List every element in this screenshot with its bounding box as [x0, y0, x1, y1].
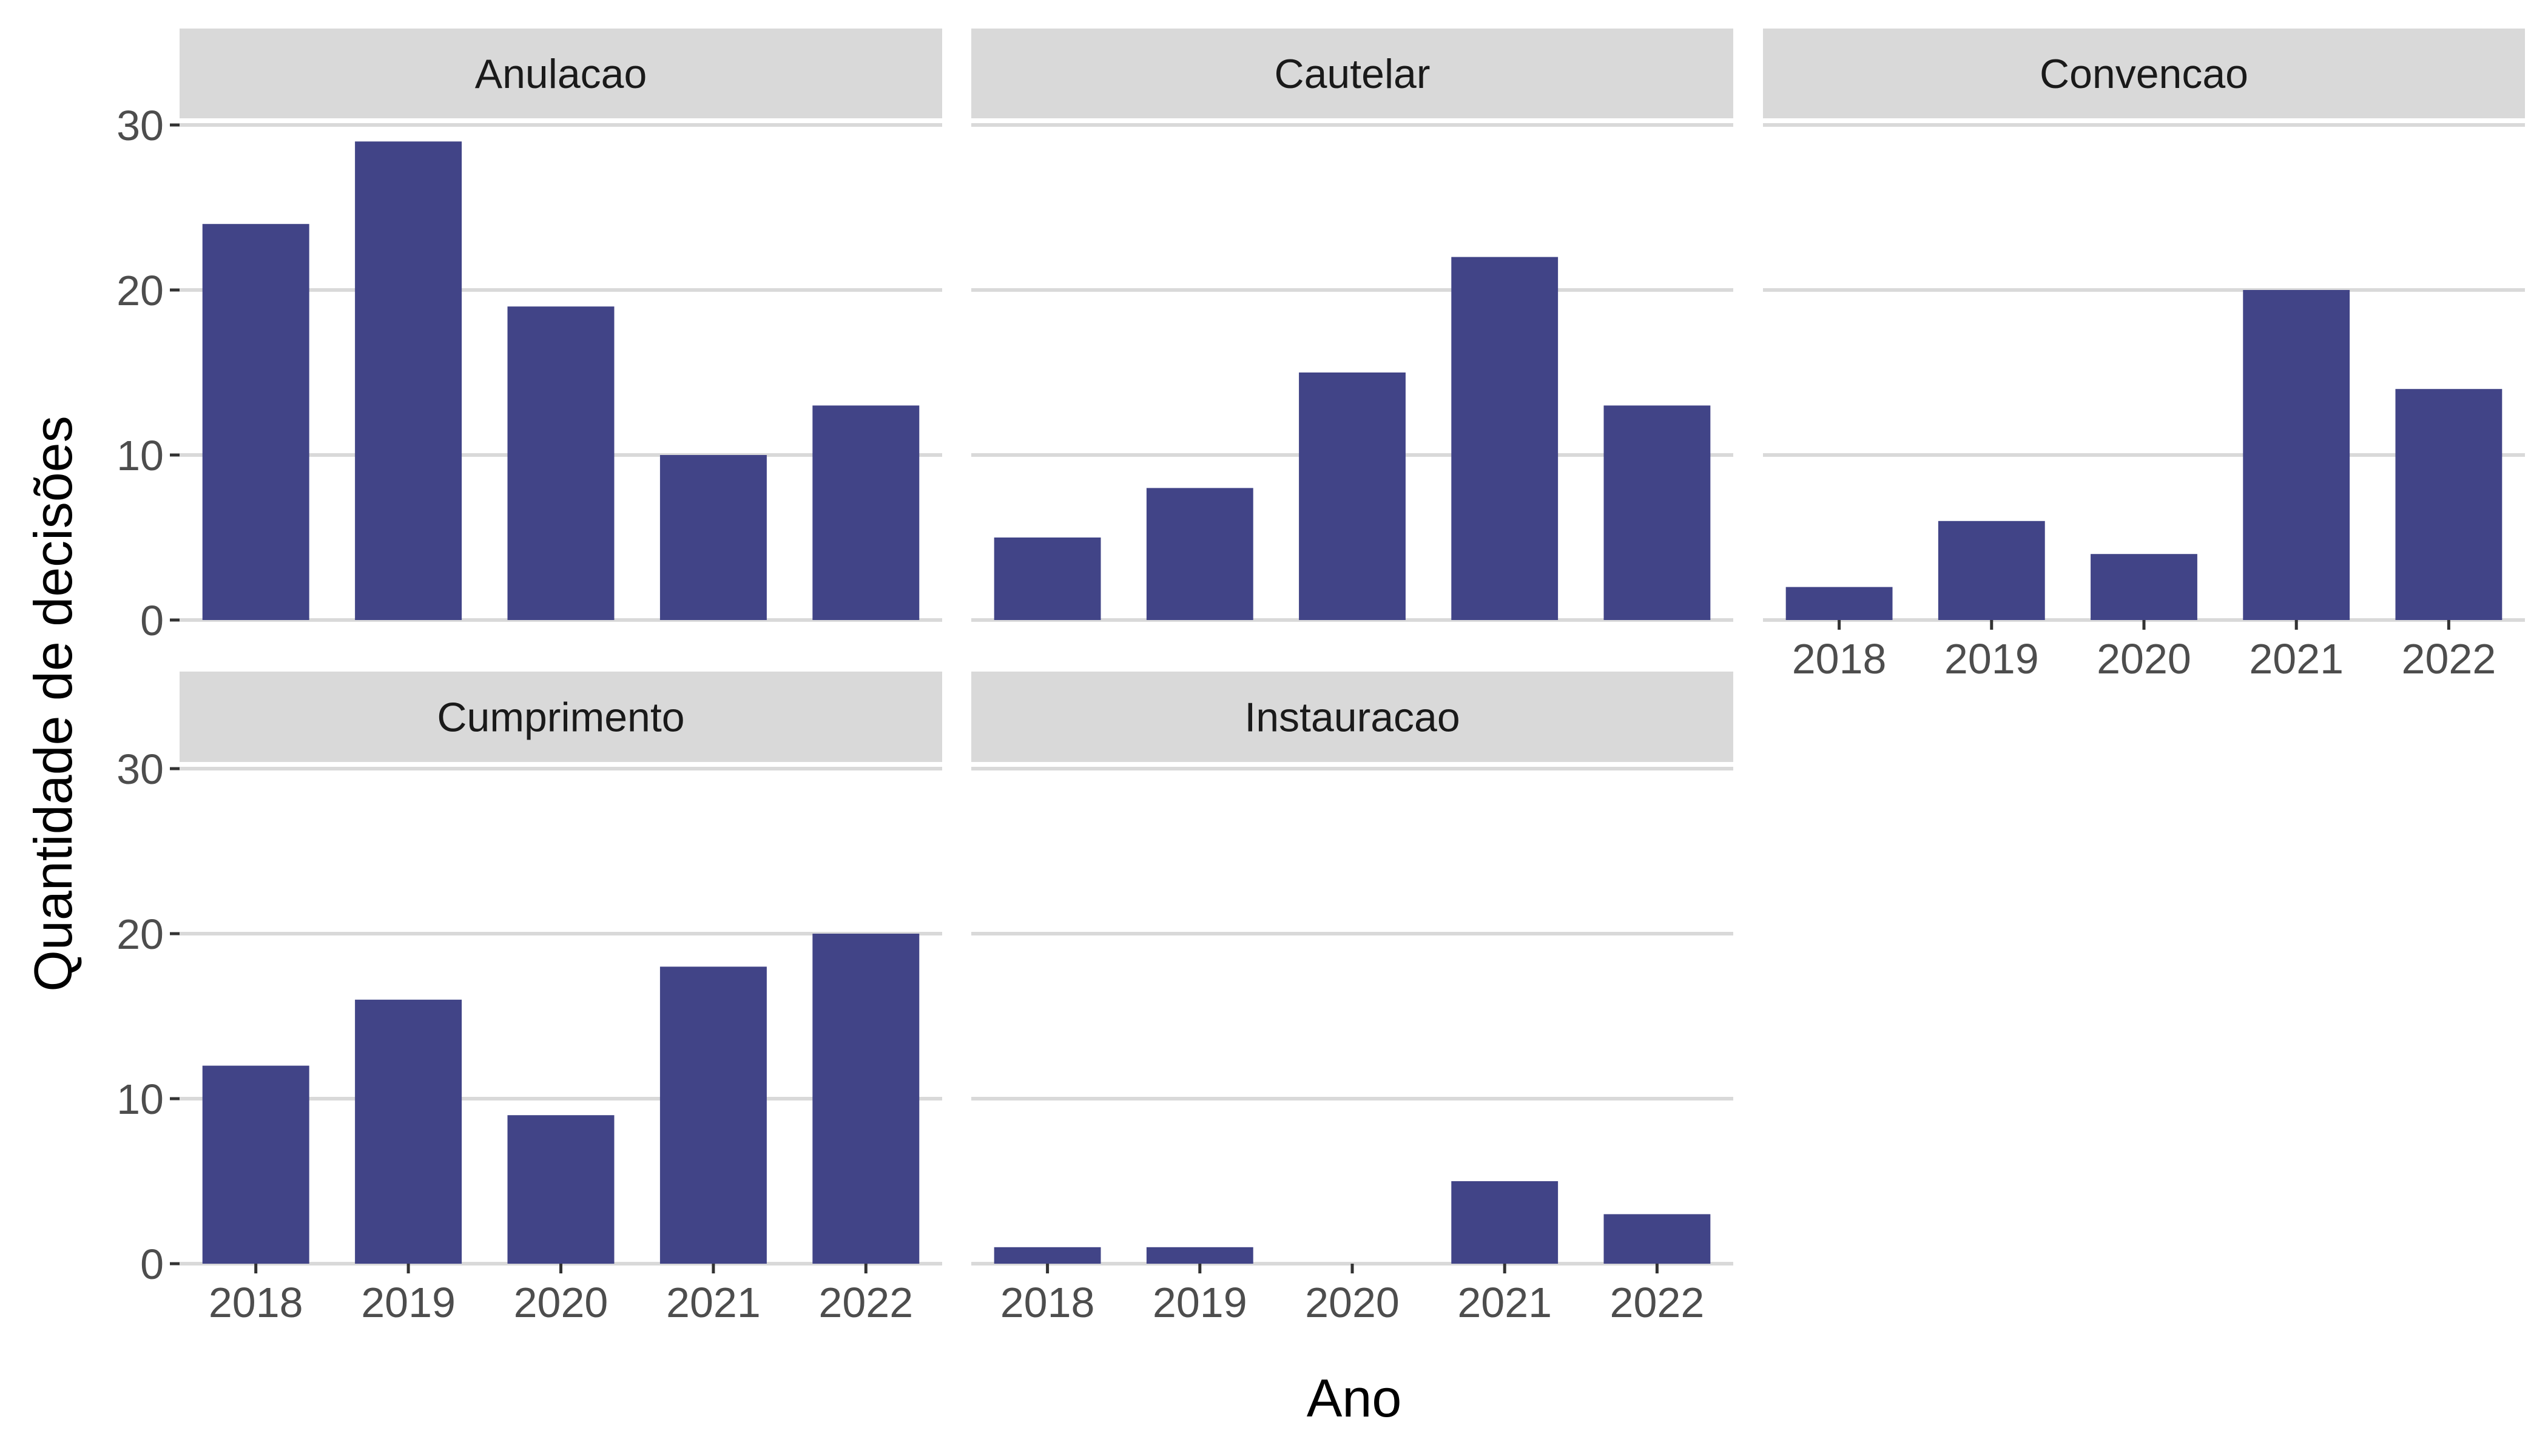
bar-instauracao-2019: [1146, 1247, 1253, 1264]
x-tick-label-cumprimento-2019: 2019: [361, 1279, 456, 1326]
bar-anulacao-2019: [355, 141, 462, 620]
bar-cautelar-2022: [1603, 405, 1711, 620]
bar-cumprimento-2019: [355, 999, 462, 1264]
bar-cumprimento-2018: [202, 1065, 309, 1264]
y-tick-label-anulacao-0: 0: [140, 597, 164, 644]
bar-convencao-2022: [2395, 389, 2502, 620]
x-tick-label-cumprimento-2021: 2021: [666, 1279, 761, 1326]
bar-convencao-2019: [1938, 521, 2045, 620]
panel-strip-cautelar: [971, 29, 1733, 118]
y-tick-label-cumprimento-10: 10: [116, 1076, 164, 1123]
y-tick-label-cumprimento-0: 0: [140, 1241, 164, 1288]
x-tick-label-instauracao-2020: 2020: [1305, 1279, 1400, 1326]
bar-convencao-2018: [1785, 587, 1893, 620]
x-tick-label-instauracao-2018: 2018: [1000, 1279, 1095, 1326]
x-tick-label-instauracao-2019: 2019: [1153, 1279, 1247, 1326]
bar-cumprimento-2021: [659, 966, 767, 1264]
panel-title-cautelar: Cautelar: [1274, 51, 1430, 97]
bar-anulacao-2020: [507, 306, 615, 620]
bar-anulacao-2018: [202, 224, 309, 620]
x-tick-label-convencao-2021: 2021: [2249, 635, 2344, 682]
bar-instauracao-2021: [1451, 1181, 1559, 1264]
x-tick-label-instauracao-2021: 2021: [1457, 1279, 1552, 1326]
x-tick-label-convencao-2018: 2018: [1792, 635, 1887, 682]
y-tick-label-anulacao-10: 10: [116, 432, 164, 479]
panel-title-cumprimento: Cumprimento: [437, 695, 684, 741]
panel-strip-anulacao: [180, 29, 942, 118]
x-tick-label-instauracao-2022: 2022: [1610, 1279, 1705, 1326]
bar-cumprimento-2022: [812, 934, 920, 1264]
bar-cautelar-2021: [1451, 257, 1559, 621]
x-tick-label-cumprimento-2018: 2018: [209, 1279, 303, 1326]
panel-title-instauracao: Instauracao: [1244, 695, 1460, 741]
bar-convencao-2021: [2243, 290, 2350, 620]
bar-instauracao-2018: [994, 1247, 1101, 1264]
y-tick-label-anulacao-30: 30: [116, 102, 164, 149]
panel-strip-convencao: [1763, 29, 2525, 118]
x-tick-label-cumprimento-2020: 2020: [514, 1279, 608, 1326]
y-tick-label-cumprimento-30: 30: [116, 746, 164, 793]
panel-strip-cumprimento: [180, 672, 942, 762]
panel-strip-instauracao: [971, 672, 1733, 762]
bar-cautelar-2019: [1146, 488, 1253, 620]
bar-anulacao-2022: [812, 405, 920, 620]
bar-cumprimento-2020: [507, 1115, 615, 1264]
x-tick-label-cumprimento-2022: 2022: [818, 1279, 913, 1326]
bar-anulacao-2021: [659, 455, 767, 620]
x-axis-title: Ano: [1307, 1368, 1402, 1428]
x-tick-label-convencao-2022: 2022: [2402, 635, 2496, 682]
x-tick-label-convencao-2019: 2019: [1944, 635, 2039, 682]
y-tick-label-anulacao-20: 20: [116, 267, 164, 314]
bar-instauracao-2022: [1603, 1214, 1711, 1264]
y-axis-title: Quantidade de decisões: [23, 416, 83, 991]
x-tick-label-convencao-2020: 2020: [2097, 635, 2191, 682]
bar-cautelar-2018: [994, 538, 1101, 620]
panel-title-anulacao: Anulacao: [475, 51, 647, 97]
bar-convencao-2020: [2091, 554, 2197, 620]
panel-title-convencao: Convencao: [2040, 51, 2248, 97]
bar-cautelar-2020: [1299, 372, 1406, 620]
y-tick-label-cumprimento-20: 20: [116, 911, 164, 958]
